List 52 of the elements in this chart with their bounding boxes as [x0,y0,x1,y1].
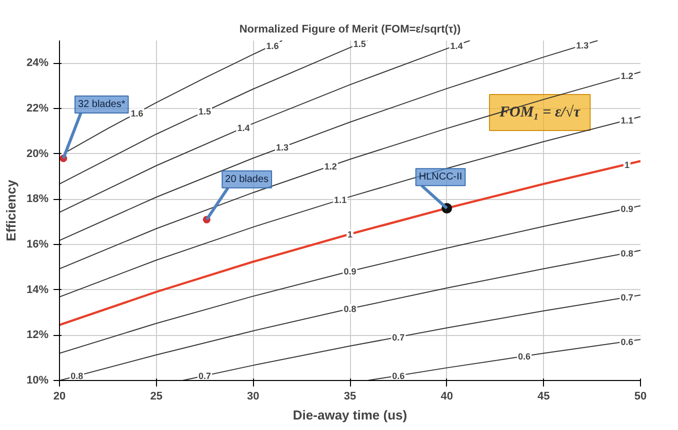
annotation: 32 blades* [78,99,126,110]
annotation: 1.3 [576,40,589,51]
annotation: 20 blades [225,174,269,185]
line-series [182,294,640,380]
annotation: HLNCC-II [418,172,462,183]
x-tick-label: 30 [247,390,260,402]
x-tick-label: 20 [53,390,66,402]
line-series [60,40,368,184]
y-tick-label: 16% [26,238,49,250]
y-tick-label: 18% [26,193,49,206]
annotation: 1.6 [266,40,279,51]
x-tick-label: 40 [440,390,453,402]
annotation: 1 [347,230,353,240]
x-tick-label: 50 [634,390,647,402]
y-tick-label: 10% [26,374,49,386]
line-series [60,40,598,241]
chart-title: Normalized Figure of Merit (FOM=ε/sqrt(τ)) [239,24,461,36]
x-axis-title: Die-away time (us) [292,408,408,422]
y-tick-label: 14% [26,284,49,296]
annotation: 1.6 [130,108,144,118]
annotation: FOM₁ = ε/√τ [498,104,582,120]
annotation: 0.7 [198,371,212,382]
annotation: 1.4 [450,40,463,51]
annotation: 1.1 [620,116,634,126]
line-series [60,72,640,270]
annotation: 1.4 [237,123,250,134]
annotation: 0.6 [620,337,634,348]
annotation: 0.6 [518,352,531,362]
line-series [60,205,640,354]
annotation: 0.8 [70,371,84,382]
y-axis-title: Efficiency [3,179,18,242]
x-tick-label: 45 [538,390,550,402]
annotation: 1.1 [334,195,347,206]
y-tick-label: 22% [26,102,49,114]
y-tick-label: 24% [26,57,49,70]
annotation: 0.6 [392,371,405,382]
x-tick-label: 25 [150,390,162,402]
x-tick-label: 35 [344,390,356,402]
line-series [60,160,640,326]
y-tick-label: 20% [26,148,49,160]
annotation: 1.2 [620,71,634,82]
annotation: 1.3 [276,142,288,153]
annotation: 0.9 [620,204,634,214]
annotation: 0.7 [620,292,634,303]
line-series [60,40,471,213]
annotation: 0.8 [620,248,634,258]
annotation: 1 [624,160,630,170]
y-tick-label: 12% [26,329,49,342]
annotation: 0.7 [392,332,405,342]
annotation: 1.5 [198,106,212,116]
annotation: 1.2 [324,161,337,172]
annotation: 1.5 [353,38,366,49]
